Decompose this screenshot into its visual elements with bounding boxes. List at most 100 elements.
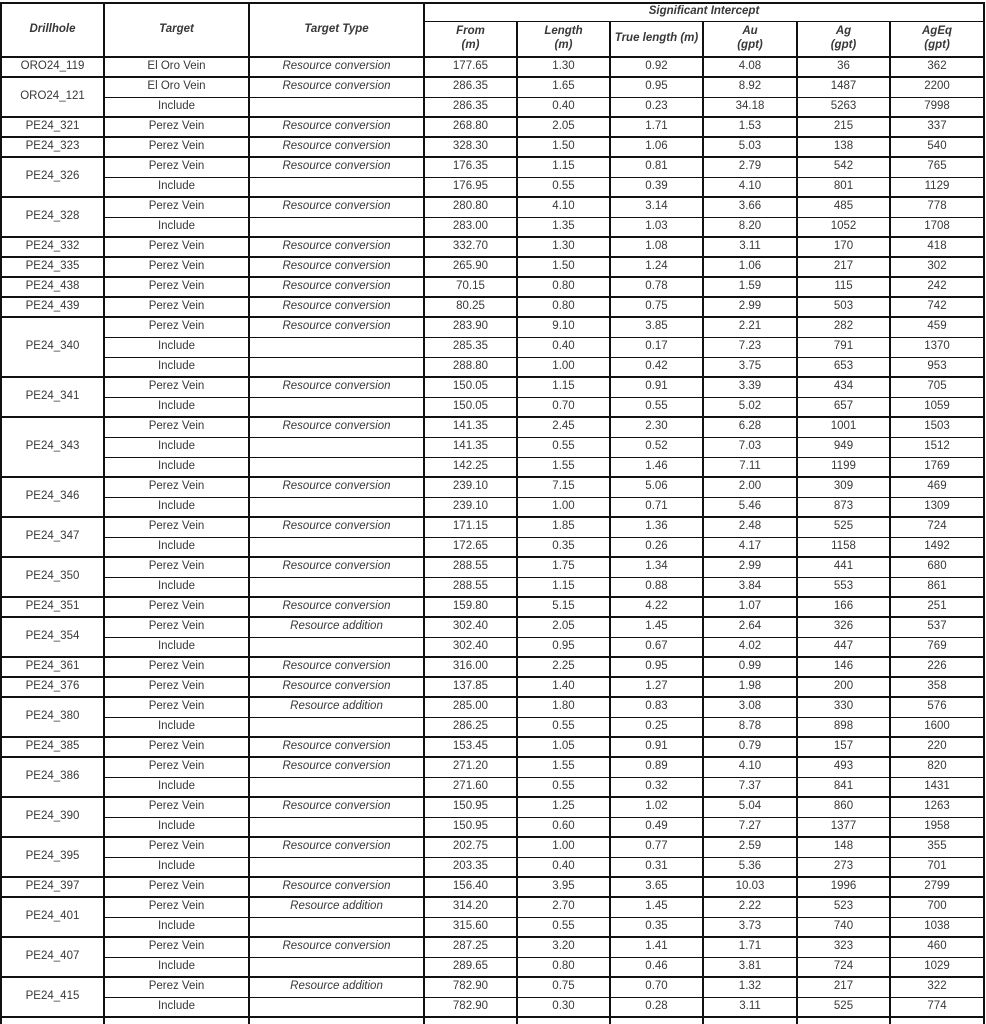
au-cell: 2.79 (702, 156, 798, 178)
target-cell: Perez Vein (103, 256, 250, 278)
length-cell: 0.30 (516, 996, 611, 1018)
table-row: Include 176.95 0.55 0.39 4.10 801 1129 (1, 176, 986, 198)
target-cell: Perez Vein (103, 836, 250, 858)
target-type-cell (248, 436, 425, 458)
target-type-cell (248, 456, 425, 478)
ag-cell: 1052 (796, 216, 891, 238)
au-cell: 3.66 (702, 196, 798, 218)
from-cell: 239.10 (423, 476, 518, 498)
table-row: Include 288.55 1.15 0.88 3.84 553 861 (1, 576, 986, 598)
length-cell: 3.20 (516, 936, 611, 958)
table-row: PE24_395 Perez Vein Resource conversion 202… (0, 836, 986, 878)
true-length-cell: 0.32 (609, 776, 704, 798)
length-cell: 0.40 (516, 856, 611, 878)
ag-cell: 657 (796, 396, 891, 418)
drillhole-cell (0, 1016, 105, 1024)
length-cell: 4.10 (516, 196, 611, 218)
from-cell: 203.35 (423, 856, 518, 878)
true-length-cell: 0.91 (609, 376, 704, 398)
au-cell: 7.03 (702, 436, 798, 458)
ag-cell: 138 (796, 136, 891, 158)
true-length-cell: 0.88 (609, 576, 704, 598)
length-cell: 0.55 (516, 436, 611, 458)
target-type-cell: Resource conversion (248, 756, 425, 778)
length-cell: 2.25 (516, 656, 611, 678)
from-cell: 332.70 (423, 236, 518, 258)
true-length-cell: 0.70 (609, 976, 704, 998)
true-length-cell: 0.42 (609, 356, 704, 378)
au-cell: 3.73 (702, 916, 798, 938)
au-cell: 2.48 (702, 516, 798, 538)
ageq-cell: 1503 (888, 416, 986, 438)
target-type-cell: Resource conversion (248, 316, 425, 338)
target-cell: Include (103, 776, 250, 798)
table-row: Include 289.65 0.80 0.46 3.81 724 1029 (1, 956, 986, 978)
target-cell: Perez Vein (103, 596, 250, 618)
ageq-cell: 2799 (888, 876, 986, 898)
target-cell: Perez Vein (103, 416, 250, 438)
au-cell: 4.17 (702, 536, 798, 558)
ag-cell: 493 (796, 756, 891, 778)
header-row-span: Drillhole Target Target Type Significant… (0, 2, 986, 58)
true-length-cell: 0.49 (609, 816, 704, 838)
target-cell: Perez Vein (103, 236, 250, 258)
ag-cell: 542 (796, 156, 891, 178)
drillhole-cell: PE24_332 (0, 236, 105, 258)
target-cell: Perez Vein (103, 476, 250, 498)
length-cell: 1.55 (516, 756, 611, 778)
au-cell: 10.03 (702, 876, 798, 898)
true-length-cell: 0.81 (609, 156, 704, 178)
table-row: PE24_335 Perez Vein Resource conversion 265… (0, 256, 986, 278)
length-cell: 1.00 (516, 836, 611, 858)
drillhole-cell: PE24_395 (0, 836, 105, 878)
target-type-cell (248, 996, 425, 1018)
length-cell: 1.35 (516, 216, 611, 238)
ag-cell: 309 (796, 476, 891, 498)
from-cell: 288.55 (423, 576, 518, 598)
ageq-cell: 1708 (888, 216, 986, 238)
target-type-cell (248, 1016, 425, 1024)
true-length-cell: 5.06 (609, 476, 704, 498)
au-cell (702, 1016, 798, 1024)
target-type-cell (248, 816, 425, 838)
target-type-cell: Resource addition (248, 976, 425, 998)
length-cell: 0.40 (516, 336, 611, 358)
au-cell: 2.22 (702, 896, 798, 918)
true-length-cell: 0.46 (609, 956, 704, 978)
length-cell: 0.55 (516, 916, 611, 938)
ageq-cell: 242 (888, 276, 986, 298)
true-length-cell: 0.89 (609, 756, 704, 778)
ag-cell: 949 (796, 436, 891, 458)
table-row: PE24_340 Perez Vein Resource conversion 283… (0, 316, 986, 378)
from-cell: 142.25 (423, 456, 518, 478)
length-cell: 0.75 (516, 976, 611, 998)
ag-column-header: Ag (gpt) (796, 20, 891, 58)
true-length-cell: 1.71 (609, 116, 704, 138)
true-length-cell (609, 1016, 704, 1024)
true-length-cell: 0.95 (609, 656, 704, 678)
from-cell: 271.60 (423, 776, 518, 798)
length-cell: 3.95 (516, 876, 611, 898)
target-type-cell: Resource conversion (248, 156, 425, 178)
ageq-cell: 322 (888, 976, 986, 998)
ageq-cell: 1038 (888, 916, 986, 938)
true-length-cell: 1.24 (609, 256, 704, 278)
target-type-cell (248, 856, 425, 878)
drillhole-cell: PE24_340 (0, 316, 105, 378)
true-length-cell: 1.03 (609, 216, 704, 238)
ageq-cell: 226 (888, 656, 986, 678)
target-cell: Include (103, 716, 250, 738)
target-cell: Include (103, 816, 250, 838)
ageq-cell (888, 1016, 986, 1024)
target-cell: Perez Vein (103, 756, 250, 778)
table-row: Include 203.35 0.40 0.31 5.36 273 701 (1, 856, 986, 878)
target-type-cell: Resource conversion (248, 56, 425, 78)
from-cell: 156.40 (423, 876, 518, 898)
ag-cell: 1158 (796, 536, 891, 558)
from-cell: 150.95 (423, 796, 518, 818)
ag-cell: 873 (796, 496, 891, 518)
true-length-cell: 0.35 (609, 916, 704, 938)
drillhole-cell: PE24_346 (0, 476, 105, 518)
target-type-cell: Resource conversion (248, 376, 425, 398)
table-row: PE24_326 Perez Vein Resource conversion 176… (0, 156, 986, 198)
